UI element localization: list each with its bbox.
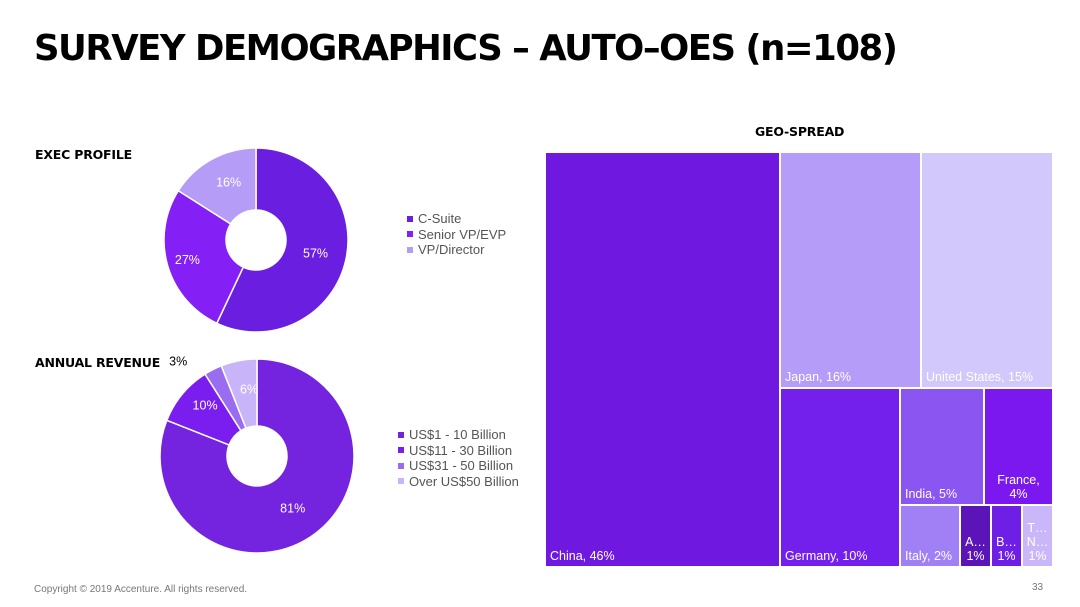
exec-profile-legend-item-1: Senior VP/EVP [407, 227, 506, 243]
treemap-label-7-1: 1% [966, 549, 984, 563]
treemap-label-5-1: 4% [1009, 487, 1027, 501]
exec-profile-legend-item-0: C-Suite [407, 211, 506, 227]
annual-revenue-legend-label-1: US$11 - 30 Billion [409, 442, 513, 458]
exec-profile-slice-label-2: 16% [216, 176, 241, 190]
exec-profile-slice-1 [163, 189, 245, 325]
exec-profile-legend-label-2: VP/Director [418, 242, 485, 257]
treemap-label-0: China, 46% [550, 549, 615, 563]
exec-profile-legend-label-1: Senior VP/EVP [418, 226, 507, 242]
annual-revenue-slice-0 [159, 358, 355, 554]
treemap-label-9-2: 1% [1028, 549, 1046, 563]
exec-profile-title: EXEC PROFILE [35, 147, 132, 162]
treemap-cell-2 [920, 152, 1054, 389]
treemap-label-3: Germany, 10% [785, 549, 867, 563]
exec-profile-legend-swatch-1 [407, 231, 413, 238]
annual-revenue-legend-label-3: Over US$50 Billion [409, 473, 519, 489]
annual-revenue-slice-label-1: 10% [193, 399, 218, 413]
exec-profile-legend-swatch-0 [407, 215, 413, 222]
exec-profile-donut: 57% 27% 16% [163, 147, 349, 333]
treemap-cell-0 [545, 152, 781, 568]
treemap-label-8-1: 1% [997, 549, 1015, 563]
treemap-cell-8 [990, 504, 1023, 568]
treemap-cell-9 [1021, 504, 1054, 568]
annual-revenue-legend: US$1 - 10 Billion US$11 - 30 Billion US$31… [398, 427, 519, 489]
footer-copyright: Copyright © 2019 Accenture. All rights r… [34, 584, 248, 595]
exec-profile-legend-swatch-2 [407, 246, 413, 253]
treemap-label-7-0: A… [965, 535, 986, 549]
geo-spread-treemap: China, 46% Japan, 16% United States, 15% Ge… [545, 152, 1054, 568]
treemap-label-5-0: France, [997, 473, 1039, 487]
annual-revenue-legend-label-2: US$31 - 50 Billion [409, 458, 514, 473]
annual-revenue-slice-3 [220, 358, 258, 430]
treemap-cell-4 [899, 387, 985, 506]
treemap-label-9-0: T… [1027, 521, 1047, 535]
annual-revenue-slice-label-0: 81% [280, 502, 305, 516]
treemap-label-1: Japan, 16% [785, 370, 851, 384]
treemap-cell-3 [779, 387, 901, 568]
annual-revenue-title: ANNUAL REVENUE [35, 355, 161, 370]
geo-spread-title: GEO-SPREAD [755, 124, 845, 139]
annual-revenue-slice-label-2: 3% [169, 354, 187, 368]
annual-revenue-slice-label-3: 6% [240, 383, 258, 397]
treemap-label-9-1: N… [1027, 535, 1049, 549]
treemap-label-6: Italy, 2% [905, 549, 952, 563]
treemap-cell-5 [983, 387, 1054, 506]
annual-revenue-legend-swatch-0 [398, 431, 404, 438]
exec-profile-slice-0 [215, 147, 349, 333]
annual-revenue-legend-swatch-1 [398, 447, 404, 454]
treemap-label-4: India, 5% [905, 487, 957, 501]
annual-revenue-legend-item-3: Over US$50 Billion [398, 474, 519, 490]
exec-profile-slice-2 [177, 147, 257, 225]
annual-revenue-legend-label-0: US$1 - 10 Billion [409, 427, 506, 442]
annual-revenue-legend-item-1: US$11 - 30 Billion [398, 443, 519, 459]
annual-revenue-legend-swatch-3 [398, 478, 404, 485]
exec-profile-slice-label-1: 27% [175, 253, 200, 267]
annual-revenue-legend-item-0: US$1 - 10 Billion [398, 427, 519, 443]
treemap-label-8-0: B… [996, 535, 1017, 549]
annual-revenue-donut: 81% 10% 3% 6% [159, 354, 355, 554]
page-title: SURVEY DEMOGRAPHICS – AUTO–OES (n=108) [34, 28, 898, 69]
exec-profile-legend-label-0: C-Suite [418, 211, 462, 226]
treemap-cell-6 [899, 504, 961, 568]
treemap-label-2: United States, 15% [926, 370, 1033, 384]
exec-profile-slice-label-0: 57% [303, 246, 328, 260]
exec-profile-legend: C-Suite Senior VP/EVP VP/Director [407, 211, 506, 258]
exec-profile-legend-item-2: VP/Director [407, 242, 506, 258]
treemap-cell-7 [959, 504, 992, 568]
treemap-cell-1 [779, 152, 922, 389]
annual-revenue-legend-swatch-2 [398, 462, 404, 469]
annual-revenue-legend-item-2: US$31 - 50 Billion [398, 458, 519, 474]
page-number: 33 [1032, 582, 1044, 593]
